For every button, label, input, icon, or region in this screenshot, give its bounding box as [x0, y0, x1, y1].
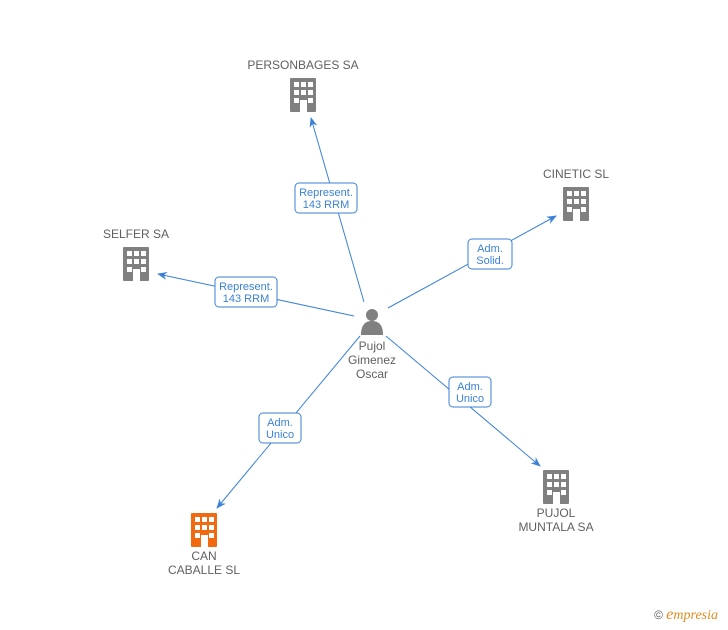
- copyright-symbol: ©: [654, 608, 663, 622]
- node-selfer[interactable]: SELFER SA: [103, 227, 169, 281]
- edge-label-text-cancaballe: Unico: [266, 429, 294, 441]
- center-node[interactable]: PujolGimenezOscar: [348, 309, 396, 381]
- node-label-personbages: PERSONBAGES SA: [247, 58, 358, 72]
- node-cinetic[interactable]: CINETIC SL: [543, 167, 609, 221]
- edge-label-text-selfer: Represent.: [219, 281, 273, 293]
- edge-label-text-pujolmuntala: Unico: [456, 393, 484, 405]
- edge-label-text-pujolmuntala: Adm.: [457, 381, 483, 393]
- node-label-cinetic: CINETIC SL: [543, 167, 609, 181]
- copyright-footer: © empresia: [654, 606, 718, 624]
- building-icon: [123, 247, 149, 281]
- edge-label-text-personbages: Represent.: [299, 187, 353, 199]
- network-diagram: Represent.143 RRMAdm.Solid.Adm.UnicoAdm.…: [0, 0, 728, 630]
- node-personbages[interactable]: PERSONBAGES SA: [247, 58, 358, 112]
- center-node-label: Oscar: [356, 367, 388, 381]
- building-icon: [191, 513, 217, 547]
- edge-label-text-personbages: 143 RRM: [303, 199, 349, 211]
- person-icon: [361, 309, 383, 335]
- center-node-label: Pujol: [359, 339, 386, 353]
- node-label-cancaballe: CABALLE SL: [168, 563, 240, 577]
- edge-label-text-cinetic: Adm.: [477, 243, 503, 255]
- building-icon: [543, 470, 569, 504]
- center-node-label: Gimenez: [348, 353, 396, 367]
- brand-name: empresia: [666, 608, 718, 623]
- building-icon: [563, 187, 589, 221]
- node-label-pujolmuntala: PUJOL: [537, 506, 576, 520]
- node-label-pujolmuntala: MUNTALA SA: [518, 520, 593, 534]
- edge-label-text-cancaballe: Adm.: [267, 417, 293, 429]
- building-icon: [290, 78, 316, 112]
- edge-label-text-selfer: 143 RRM: [223, 293, 269, 305]
- node-label-selfer: SELFER SA: [103, 227, 169, 241]
- node-label-cancaballe: CAN: [191, 549, 216, 563]
- node-cancaballe[interactable]: CANCABALLE SL: [168, 513, 240, 577]
- node-pujolmuntala[interactable]: PUJOLMUNTALA SA: [518, 470, 593, 534]
- edge-label-text-cinetic: Solid.: [476, 255, 504, 267]
